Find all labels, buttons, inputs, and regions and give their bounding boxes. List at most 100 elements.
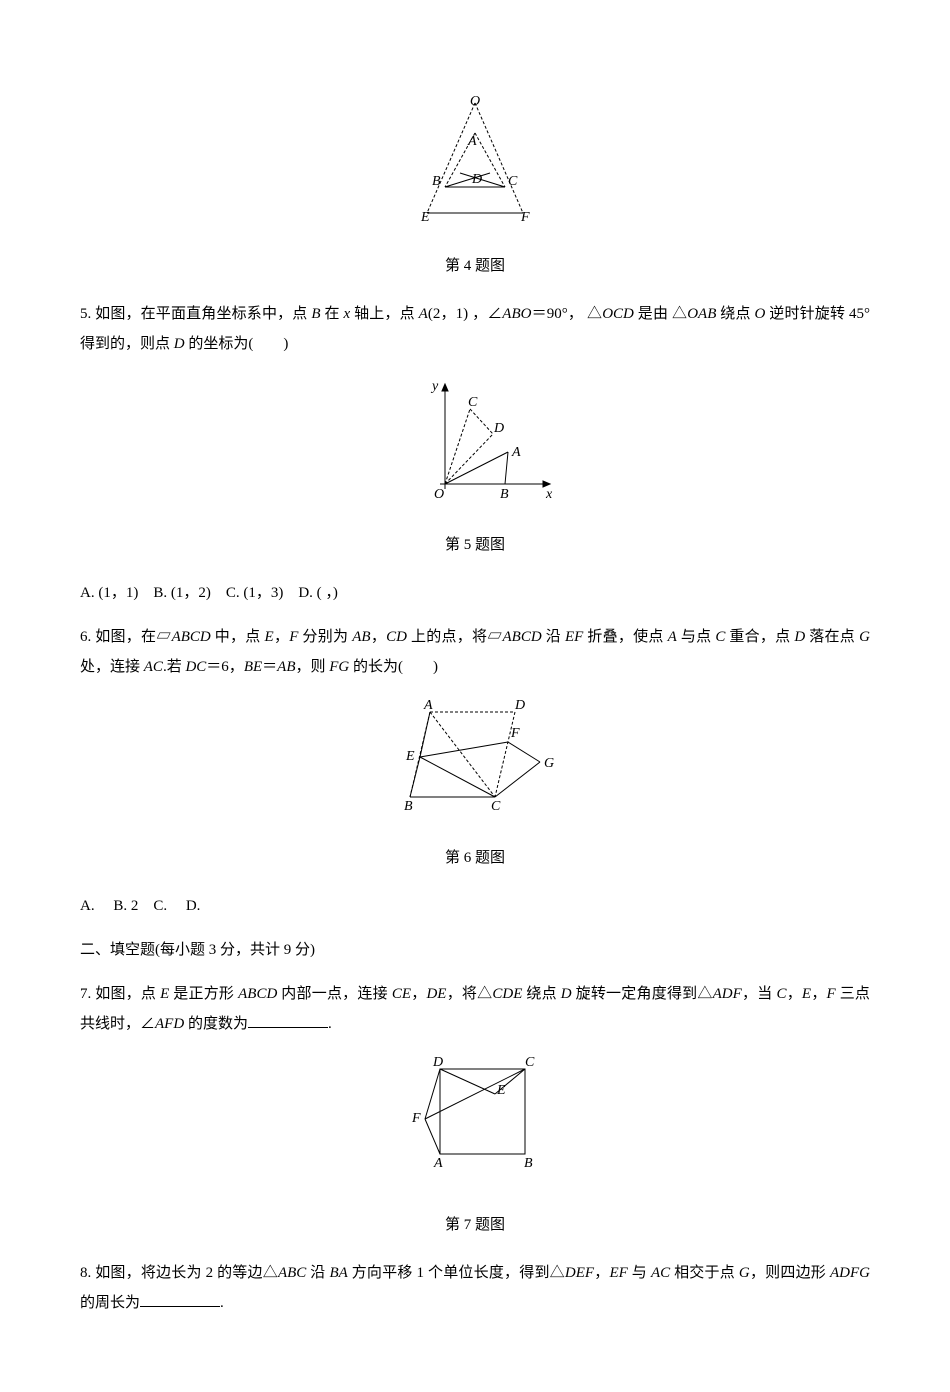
question-8: 8. 如图，将边长为 2 的等边△ABC 沿 BA 方向平移 1 个单位长度，得… — [80, 1258, 870, 1318]
q6-E: E — [265, 629, 274, 645]
q5-B: B — [311, 306, 320, 322]
figure-5-svg: y x O A B C D — [390, 374, 560, 504]
q7-E: E — [160, 986, 169, 1002]
q5-A: A — [419, 306, 428, 322]
label-D: D — [471, 172, 482, 187]
question-6: 6. 如图，在▱ABCD 中，点 E，F 分别为 AB，CD 上的点，将▱ABC… — [80, 622, 870, 682]
q7-c2: ， — [786, 986, 801, 1002]
q5-x: x — [344, 306, 351, 322]
q5-t1: 5. 如图，在平面直角坐标系中，点 — [80, 306, 311, 322]
q6-t5: 沿 — [542, 629, 565, 645]
label-F7: F — [411, 1111, 421, 1126]
q5-abo: ABO — [502, 306, 531, 322]
q6-D: D — [794, 629, 805, 645]
figure-6-caption: 第 6 题图 — [80, 843, 870, 873]
label-O: O — [470, 95, 480, 109]
q6-t4: 上的点，将▱ — [407, 629, 503, 645]
label-C6: C — [491, 799, 501, 814]
label-D6: D — [514, 698, 525, 713]
figure-7: D C A B E F — [80, 1054, 870, 1195]
label-A5: A — [511, 445, 521, 460]
label-B: B — [432, 174, 441, 189]
q8-t2: 方向平移 1 个单位长度，得到△ — [348, 1265, 565, 1281]
q7-D: D — [561, 986, 572, 1002]
label-G6: G — [544, 756, 554, 771]
q8-h: 8. 如图，将边长为 2 的等边△ — [80, 1265, 278, 1281]
label-y: y — [430, 379, 439, 394]
q6-FG: FG — [329, 659, 349, 675]
label-A6: A — [423, 698, 433, 713]
label-B5: B — [500, 487, 509, 502]
q5-t4: ， — [472, 306, 487, 322]
q5-ocd: OCD — [602, 306, 634, 322]
q5-ang: ∠ — [487, 306, 502, 322]
q7-h: 7. 如图，点 — [80, 986, 160, 1002]
question-5-options: A. (1，1) B. (1，2) C. (1，3) D. ( ，) — [80, 578, 870, 608]
q7-t4: 绕点 — [522, 986, 560, 1002]
q6-AB: AB — [352, 629, 370, 645]
q6-t3: 分别为 — [298, 629, 352, 645]
q6-BE: BE — [244, 659, 262, 675]
q6-A: A — [668, 629, 677, 645]
q6-ABv: AB — [277, 659, 295, 675]
q8-G: G — [739, 1265, 750, 1281]
q8-p: . — [220, 1295, 224, 1311]
label-x: x — [545, 487, 553, 502]
label-F6: F — [510, 726, 520, 741]
q8-BA: BA — [329, 1265, 347, 1281]
label-D5: D — [493, 421, 504, 436]
question-5: 5. 如图，在平面直角坐标系中，点 B 在 x 轴上，点 A(2，1) ，∠AB… — [80, 299, 870, 359]
figure-5: y x O A B C D — [80, 374, 870, 515]
q6-t1: 中，点 — [211, 629, 265, 645]
q8-EF: EF — [609, 1265, 627, 1281]
label-A7: A — [433, 1156, 443, 1171]
figure-6-svg: A B C D E F G — [380, 697, 570, 817]
q7-t1: 是正方形 — [169, 986, 238, 1002]
section-2-header: 二、填空题(每小题 3 分，共计 9 分) — [80, 935, 870, 965]
q6-AC: AC — [144, 659, 163, 675]
figure-7-caption: 第 7 题图 — [80, 1210, 870, 1240]
q8-blank — [140, 1293, 220, 1307]
label-C: C — [508, 174, 518, 189]
label-A: A — [467, 134, 477, 149]
q8-t7: 的周长为 — [80, 1295, 140, 1311]
q6-eq6: ＝6， — [206, 659, 244, 675]
q8-t4: 与 — [628, 1265, 651, 1281]
q6-t7: 与点 — [681, 629, 716, 645]
q7-c1: ， — [411, 986, 426, 1002]
q6-C: C — [715, 629, 725, 645]
figure-7-svg: D C A B E F — [400, 1054, 550, 1184]
q8-DEF: DEF — [565, 1265, 594, 1281]
label-F: F — [520, 210, 530, 225]
q7-CDE: CDE — [492, 986, 522, 1002]
q7-t8: 的度数为 — [184, 1016, 248, 1032]
figure-4-svg: O A B C D E F — [405, 95, 545, 225]
q7-DE: DE — [426, 986, 446, 1002]
q5-tri2: △ — [672, 306, 687, 322]
q8-AC: AC — [651, 1265, 670, 1281]
q7-ADF: ADF — [713, 986, 742, 1002]
q7-abcd: ABCD — [238, 986, 277, 1002]
label-E: E — [420, 210, 430, 225]
q5-oab: OAB — [687, 306, 716, 322]
q5-D: D — [174, 336, 185, 352]
label-B7: B — [524, 1156, 533, 1171]
q7-c3: ， — [811, 986, 826, 1002]
q6-DC: DC — [185, 659, 206, 675]
figure-5-caption: 第 5 题图 — [80, 530, 870, 560]
label-O5: O — [434, 487, 444, 502]
q7-F: F — [827, 986, 836, 1002]
q6-abcd2: ABCD — [503, 629, 542, 645]
q6-EF: EF — [565, 629, 583, 645]
q8-t3: ， — [594, 1265, 609, 1281]
q5-t2: 在 — [324, 306, 343, 322]
figure-4-caption: 第 4 题图 — [80, 251, 870, 281]
q5-l2b: 绕点 — [716, 306, 754, 322]
label-E6: E — [405, 749, 415, 764]
label-E7: E — [496, 1083, 506, 1098]
q7-t3: ，将△ — [446, 986, 492, 1002]
q7-p: . — [328, 1016, 332, 1032]
q7-t5: 旋转一定角度得到△ — [572, 986, 713, 1002]
q7-blank — [248, 1014, 328, 1028]
q5-O: O — [755, 306, 766, 322]
